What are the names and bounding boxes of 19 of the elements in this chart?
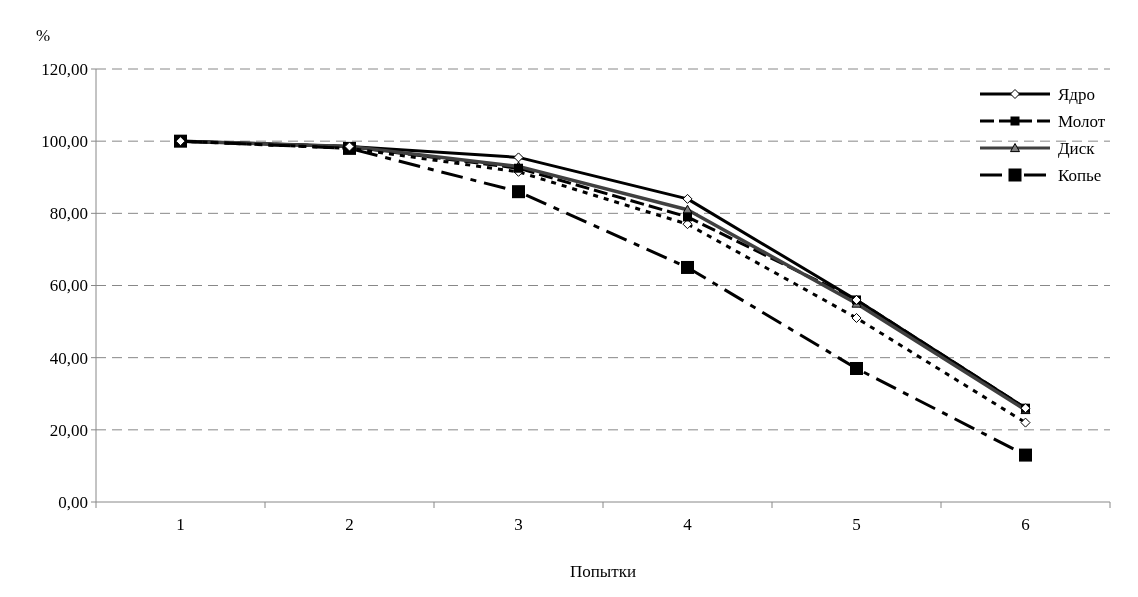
y-tick-label: 40,00 xyxy=(49,348,88,368)
x-tick-label: 2 xyxy=(345,515,354,534)
x-tick-label: 4 xyxy=(683,515,693,534)
y-tick-label: 60,00 xyxy=(49,276,88,296)
y-axis-title: % xyxy=(36,26,51,45)
legend-label: Копье xyxy=(1058,165,1102,185)
legend-label: Ядро xyxy=(1058,84,1095,104)
x-tick-label: 3 xyxy=(514,515,523,534)
y-tick-label: 120,00 xyxy=(41,59,88,79)
x-tick-label: 1 xyxy=(176,515,185,534)
x-axis-title: Попытки xyxy=(569,562,637,581)
y-tick-label: 100,00 xyxy=(41,132,88,152)
y-tick-label: 20,00 xyxy=(49,420,88,440)
legend-label: Диск xyxy=(1058,138,1096,158)
y-tick-label: 0,00 xyxy=(58,492,88,512)
x-tick-label: 6 xyxy=(1021,515,1030,534)
legend-label: Молот xyxy=(1058,111,1106,131)
x-tick-label: 5 xyxy=(852,515,861,534)
y-tick-label: 80,00 xyxy=(49,204,88,224)
